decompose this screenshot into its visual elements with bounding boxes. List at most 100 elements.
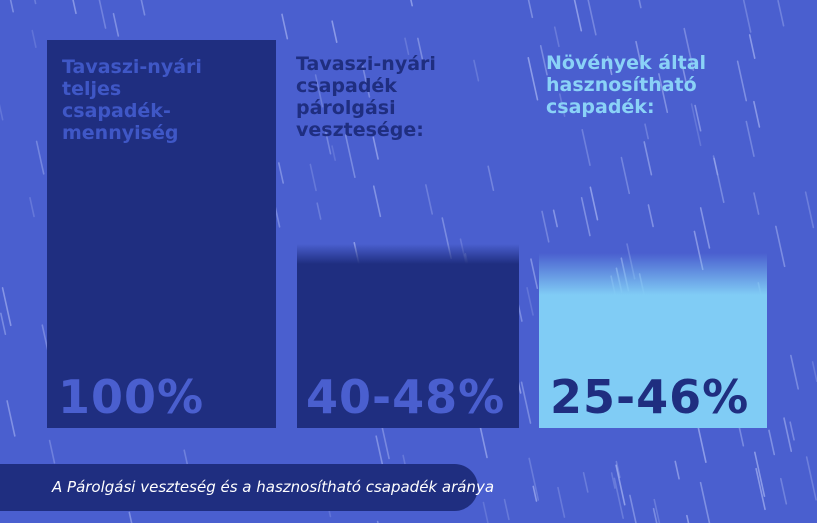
rain-streak	[482, 501, 489, 523]
rain-streak	[520, 381, 532, 424]
rain-streak	[652, 507, 658, 523]
rain-streak	[557, 486, 566, 518]
value-label-total: 100%	[58, 370, 205, 424]
rain-streak	[410, 0, 413, 7]
rain-streak	[9, 0, 14, 13]
rain-streak	[331, 20, 338, 43]
rain-streak	[526, 286, 534, 316]
rain-streak	[713, 157, 725, 204]
rain-streak	[580, 196, 591, 237]
rain-streak	[683, 27, 695, 71]
rain-streak	[309, 163, 317, 192]
rain-streak	[629, 494, 637, 523]
rain-streak	[638, 0, 642, 9]
bar-usable-precipitation	[539, 253, 767, 428]
rain-streak	[690, 103, 702, 147]
rain-streak	[140, 0, 146, 16]
rain-streak	[610, 472, 616, 489]
label-usable-precipitation: Növények által hasznosítható csapadék:	[546, 52, 707, 118]
rain-streak	[738, 424, 745, 447]
rain-streak	[573, 0, 583, 32]
bar-evaporation-loss	[297, 244, 519, 428]
rain-streak	[6, 400, 16, 437]
rain-streak	[754, 451, 766, 497]
rain-streak	[811, 361, 817, 382]
rain-streak	[606, 55, 613, 76]
bar-total-precipitation	[47, 40, 276, 428]
rain-streak	[541, 210, 550, 243]
rain-streak	[324, 128, 332, 155]
rain-streak	[674, 460, 680, 480]
rain-streak	[779, 477, 788, 505]
rain-streak	[372, 185, 382, 218]
rain-streak	[0, 103, 4, 121]
rain-streak	[530, 258, 539, 290]
rain-streak	[681, 65, 687, 83]
rain-streak	[503, 498, 510, 521]
rain-streak	[748, 34, 756, 59]
rain-streak	[644, 123, 649, 140]
rain-streak	[1, 287, 12, 327]
rain-streak	[553, 26, 560, 48]
rain-streak	[712, 155, 719, 176]
rain-streak	[361, 62, 371, 98]
rain-streak	[653, 498, 661, 523]
rain-streak	[404, 37, 410, 56]
rain-streak	[643, 141, 653, 176]
rain-streak	[558, 93, 566, 117]
rain-streak	[753, 192, 760, 215]
rain-streak	[552, 209, 558, 228]
rain-streak	[539, 45, 548, 76]
rain-streak	[783, 417, 793, 452]
rain-streak	[31, 29, 37, 48]
rain-streak	[29, 197, 35, 218]
rain-streak	[587, 0, 597, 36]
rain-streak	[613, 477, 624, 519]
rain-streak	[777, 0, 785, 27]
rain-streak	[790, 354, 799, 390]
rain-streak	[281, 13, 289, 40]
rain-streak	[277, 162, 284, 184]
rain-streak	[112, 12, 120, 37]
rain-streak	[48, 439, 56, 464]
rain-streak	[527, 0, 534, 19]
rain-streak	[581, 129, 591, 166]
rain-streak	[658, 73, 669, 114]
rain-streak	[647, 204, 654, 228]
rain-streak	[804, 191, 815, 229]
rain-streak	[527, 57, 539, 101]
rain-streak	[128, 511, 133, 523]
rain-streak	[753, 100, 761, 128]
caption-banner: A Párolgási veszteség és a hasznosítható…	[0, 464, 494, 511]
rain-streak	[372, 136, 379, 160]
value-label-usable: 25-46%	[550, 370, 750, 424]
rain-streak	[417, 37, 424, 60]
rain-streak	[620, 156, 631, 195]
rain-streak	[745, 120, 755, 157]
rain-streak	[768, 429, 776, 456]
rain-streak	[478, 423, 488, 459]
rain-streak	[742, 0, 752, 33]
rain-streak	[615, 464, 626, 506]
rain-streak	[344, 134, 356, 179]
rain-streak	[755, 467, 766, 511]
rain-streak	[35, 140, 45, 175]
value-label-evaporation: 40-48%	[306, 370, 506, 424]
rain-streak	[314, 74, 324, 108]
rain-streak	[380, 421, 390, 460]
rain-streak	[736, 60, 748, 102]
rain-streak	[98, 0, 107, 29]
rain-streak	[615, 460, 621, 479]
rain-streak	[696, 424, 707, 463]
rain-streak	[589, 186, 599, 221]
label-evaporation-loss: Tavaszi-nyári csapadék párolgási vesztes…	[296, 53, 436, 141]
chart-caption: A Párolgási veszteség és a hasznosítható…	[52, 478, 495, 496]
rain-streak	[425, 184, 434, 215]
rain-streak	[805, 456, 817, 501]
rain-streak	[635, 40, 643, 67]
rain-streak	[72, 0, 77, 15]
rain-streak	[528, 457, 540, 501]
rain-streak	[775, 225, 786, 268]
rain-streak	[316, 202, 322, 220]
rain-streak	[0, 312, 7, 335]
